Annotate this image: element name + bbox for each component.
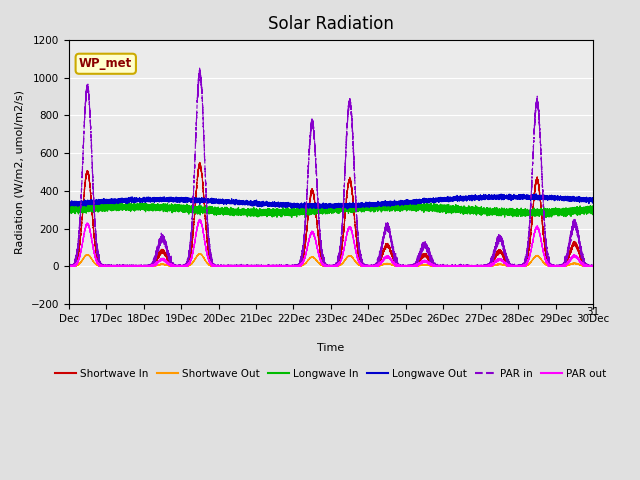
Shortwave Out	[145, 264, 153, 269]
Line: PAR in: PAR in	[68, 68, 593, 266]
PAR out	[145, 263, 153, 269]
Shortwave Out	[191, 257, 198, 263]
Text: 31: 31	[587, 307, 600, 317]
Longwave In	[589, 209, 597, 215]
Longwave Out	[485, 195, 493, 201]
Shortwave Out	[589, 264, 597, 269]
Longwave In	[92, 205, 99, 211]
Text: WP_met: WP_met	[79, 57, 132, 70]
PAR in	[515, 264, 522, 269]
PAR in	[92, 223, 99, 229]
Longwave Out	[532, 191, 540, 197]
Y-axis label: Radiation (W/m2, umol/m2/s): Radiation (W/m2, umol/m2/s)	[15, 90, 25, 254]
Shortwave In	[72, 264, 79, 269]
Longwave In	[485, 210, 493, 216]
PAR in	[145, 262, 153, 268]
Shortwave In	[485, 262, 493, 268]
Longwave Out	[145, 196, 153, 202]
Longwave Out	[515, 194, 522, 200]
Shortwave Out	[485, 263, 493, 269]
Shortwave In	[589, 264, 597, 269]
Longwave In	[191, 207, 198, 213]
Shortwave Out	[72, 264, 79, 269]
PAR in	[65, 264, 72, 269]
Longwave Out	[92, 199, 99, 205]
X-axis label: Time: Time	[317, 343, 344, 353]
Shortwave In	[312, 215, 320, 221]
Longwave Out	[65, 200, 72, 205]
PAR out	[65, 264, 72, 269]
Longwave Out	[191, 198, 198, 204]
Longwave Out	[344, 206, 351, 212]
PAR out	[191, 242, 198, 248]
PAR out	[196, 216, 204, 222]
PAR out	[92, 254, 99, 260]
PAR out	[485, 262, 493, 268]
Longwave Out	[589, 197, 597, 203]
Line: Shortwave Out: Shortwave Out	[68, 253, 593, 266]
PAR in	[191, 172, 198, 178]
Longwave In	[301, 215, 309, 221]
Shortwave Out	[92, 261, 99, 266]
PAR in	[485, 262, 493, 268]
Longwave In	[65, 207, 72, 213]
PAR out	[515, 263, 522, 269]
Longwave Out	[312, 204, 320, 210]
Shortwave In	[92, 242, 99, 248]
Shortwave In	[145, 263, 153, 269]
Line: Shortwave In: Shortwave In	[68, 162, 593, 266]
Title: Solar Radiation: Solar Radiation	[268, 15, 394, 33]
Longwave In	[145, 203, 153, 209]
Shortwave Out	[515, 263, 522, 269]
Line: PAR out: PAR out	[68, 219, 593, 266]
PAR in	[196, 65, 204, 71]
Shortwave In	[191, 214, 198, 220]
Line: Longwave Out: Longwave Out	[68, 194, 593, 209]
Legend: Shortwave In, Shortwave Out, Longwave In, Longwave Out, PAR in, PAR out: Shortwave In, Shortwave Out, Longwave In…	[51, 365, 611, 383]
Longwave In	[131, 199, 138, 205]
Shortwave In	[196, 159, 204, 165]
PAR out	[312, 241, 320, 247]
PAR in	[312, 171, 320, 177]
Shortwave Out	[312, 257, 320, 263]
Longwave In	[312, 206, 320, 212]
Shortwave Out	[196, 251, 204, 256]
PAR out	[589, 263, 597, 269]
Shortwave In	[65, 264, 72, 269]
Longwave In	[515, 208, 522, 214]
Shortwave In	[515, 264, 522, 269]
Line: Longwave In: Longwave In	[68, 202, 593, 218]
PAR in	[589, 263, 597, 269]
Shortwave Out	[65, 264, 72, 269]
